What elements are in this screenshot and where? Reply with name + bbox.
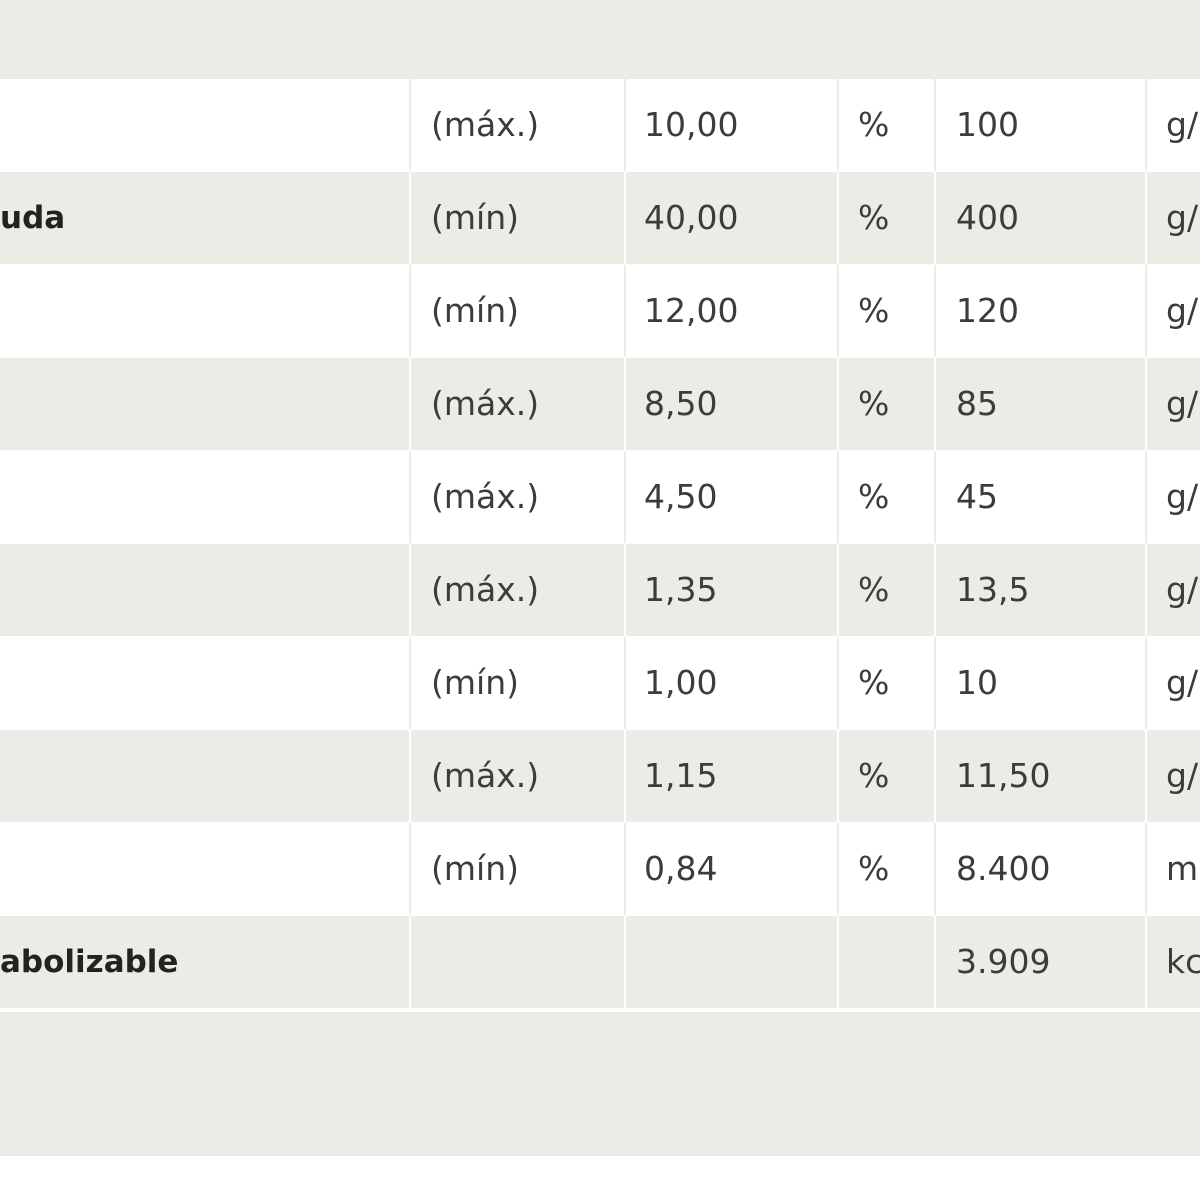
row-qualifier: (mín) (411, 823, 626, 915)
row-percent: 40,00 (626, 172, 839, 264)
row-unit: kc (1166, 942, 1200, 981)
row-unit: g/ (1166, 198, 1199, 237)
row-unit: g/ (1166, 105, 1199, 144)
row-qualifier: (máx.) (411, 730, 626, 822)
row-label (0, 79, 411, 171)
table-row: abolizable 3.909 kc (0, 916, 1200, 1009)
table-header-band (0, 0, 1200, 79)
row-percent: 0,84 (626, 823, 839, 915)
row-qualifier (411, 916, 626, 1008)
row-percent-symbol: % (839, 451, 936, 543)
row-qualifier: (mín) (411, 637, 626, 729)
row-percent-symbol: % (839, 730, 936, 822)
row-value: 11,50 (936, 730, 1147, 822)
row-value: 3.909 (936, 916, 1147, 1008)
row-unit: g/ (1166, 477, 1199, 516)
row-percent: 1,00 (626, 637, 839, 729)
row-percent-symbol: % (839, 172, 936, 264)
row-value: 100 (936, 79, 1147, 171)
row-percent: 12,00 (626, 265, 839, 357)
row-unit: g/ (1166, 291, 1199, 330)
row-percent: 8,50 (626, 358, 839, 450)
row-label (0, 637, 411, 729)
row-percent: 1,15 (626, 730, 839, 822)
row-percent (626, 916, 839, 1008)
table-row: (máx.) 4,50 % 45 g/ (0, 451, 1200, 544)
table-row: (máx.) 1,35 % 13,5 g/ (0, 544, 1200, 637)
row-value: 8.400 (936, 823, 1147, 915)
row-label (0, 451, 411, 543)
row-label (0, 730, 411, 822)
row-percent-symbol (839, 916, 936, 1008)
row-percent-symbol: % (839, 79, 936, 171)
table-row: (mín) 12,00 % 120 g/ (0, 265, 1200, 358)
row-qualifier: (mín) (411, 265, 626, 357)
row-unit: g/ (1166, 756, 1199, 795)
row-percent-symbol: % (839, 358, 936, 450)
table-row: (máx.) 10,00 % 100 g/ (0, 79, 1200, 172)
row-value: 10 (936, 637, 1147, 729)
row-percent: 10,00 (626, 79, 839, 171)
table-row: (máx.) 1,15 % 11,50 g/ (0, 730, 1200, 823)
row-unit: g/ (1166, 663, 1199, 702)
row-value: 120 (936, 265, 1147, 357)
row-label (0, 265, 411, 357)
table-row: (mín) 1,00 % 10 g/ (0, 637, 1200, 730)
row-value: 13,5 (936, 544, 1147, 636)
row-unit: g/ (1166, 384, 1199, 423)
row-percent: 4,50 (626, 451, 839, 543)
row-label (0, 358, 411, 450)
row-percent-symbol: % (839, 637, 936, 729)
row-value: 45 (936, 451, 1147, 543)
row-qualifier: (mín) (411, 172, 626, 264)
table-row: (mín) 0,84 % 8.400 m (0, 823, 1200, 916)
row-percent-symbol: % (839, 823, 936, 915)
table-footer-band (0, 1012, 1200, 1156)
row-unit: g/ (1166, 570, 1199, 609)
table-row: uda (mín) 40,00 % 400 g/ (0, 172, 1200, 265)
row-percent-symbol: % (839, 544, 936, 636)
row-label (0, 544, 411, 636)
table-row: (máx.) 8,50 % 85 g/ (0, 358, 1200, 451)
row-qualifier: (máx.) (411, 544, 626, 636)
row-qualifier: (máx.) (411, 358, 626, 450)
row-value: 85 (936, 358, 1147, 450)
row-qualifier: (máx.) (411, 79, 626, 171)
row-qualifier: (máx.) (411, 451, 626, 543)
row-label: uda (0, 172, 411, 264)
row-percent-symbol: % (839, 265, 936, 357)
row-value: 400 (936, 172, 1147, 264)
row-percent: 1,35 (626, 544, 839, 636)
row-unit: m (1166, 849, 1199, 888)
nutrition-table: (máx.) 10,00 % 100 g/ uda (mín) 40,00 % … (0, 79, 1200, 1009)
row-label: abolizable (0, 916, 411, 1008)
row-label (0, 823, 411, 915)
